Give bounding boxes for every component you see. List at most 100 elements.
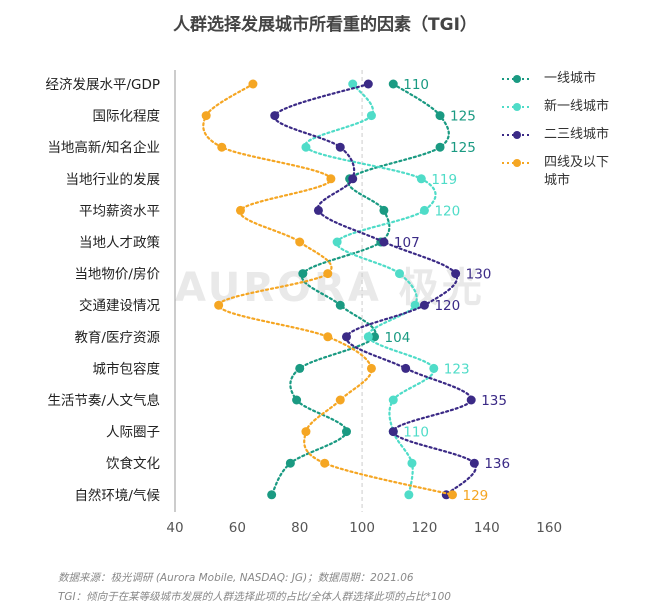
category-label: 当地行业的发展 (66, 172, 161, 188)
category-label: 当地高新/知名企业 (47, 139, 160, 156)
data-point-tier23 (363, 79, 373, 89)
category-label: 平均薪资水平 (79, 203, 160, 219)
category-label: 当地人才政策 (79, 234, 160, 251)
category-label: 生活节奏/人文气息 (47, 392, 160, 409)
value-label-newtier1: 120 (434, 203, 460, 219)
data-point-tier4 (295, 237, 305, 247)
data-point-newtier1 (301, 142, 311, 152)
data-point-tier1 (341, 427, 351, 437)
data-point-tier23 (466, 395, 476, 405)
x-tick-label: 140 (474, 520, 500, 536)
data-point-tier4 (235, 205, 245, 215)
data-point-newtier1 (429, 363, 439, 373)
data-point-tier4 (448, 490, 458, 500)
legend-item-tier1: 一线城市 (500, 70, 645, 110)
x-tick-label: 100 (349, 520, 375, 536)
data-point-tier4 (214, 300, 224, 310)
data-point-newtier1 (363, 332, 373, 342)
data-point-tier1 (435, 111, 445, 121)
value-label-newtier1: 123 (444, 361, 470, 377)
x-tick-label: 160 (536, 520, 562, 536)
data-point-tier1 (370, 332, 380, 342)
data-point-newtier1 (332, 237, 342, 247)
footer-note: TGI：倾向于在某等级城市发展的人群选择此项的占比/全体人群选择此项的占比*10… (58, 591, 451, 603)
data-point-tier4 (323, 332, 333, 342)
data-point-tier23 (451, 269, 461, 279)
data-point-tier23 (335, 142, 345, 152)
legend-swatch-tier1 (502, 75, 532, 83)
data-point-tier23 (379, 237, 389, 247)
data-point-newtier1 (407, 458, 417, 468)
value-label-newtier1: 110 (403, 425, 429, 441)
legend-swatch-tier4 (502, 159, 532, 167)
x-tick-label: 120 (412, 520, 438, 536)
data-point-tier4 (217, 142, 227, 152)
data-point-tier4 (248, 79, 258, 89)
legend-swatch-tier23 (502, 131, 532, 139)
data-point-newtier1 (419, 205, 429, 215)
data-point-tier23 (401, 363, 411, 373)
value-label-tier23: 130 (466, 267, 492, 283)
x-tick-label: 80 (291, 520, 308, 536)
data-point-tier1 (379, 205, 389, 215)
data-point-tier4 (201, 111, 211, 121)
legend-label-tier1: 一线城市 (544, 71, 597, 86)
data-point-tier4 (301, 427, 311, 437)
data-point-tier23 (419, 300, 429, 310)
data-point-tier1 (292, 395, 302, 405)
data-point-newtier1 (404, 490, 414, 500)
data-point-tier4 (335, 395, 345, 405)
data-point-tier1 (298, 269, 308, 279)
data-point-tier23 (341, 332, 351, 342)
data-point-newtier1 (394, 269, 404, 279)
footer-source: 数据来源：极光调研 (Aurora Mobile, NASDAQ: JG)；数据… (58, 572, 414, 584)
x-tick-label: 40 (166, 520, 183, 536)
data-point-tier4 (366, 363, 376, 373)
data-point-newtier1 (366, 111, 376, 121)
data-point-tier23 (270, 111, 280, 121)
data-point-tier23 (313, 205, 323, 215)
value-label-tier1: 104 (385, 330, 411, 346)
data-point-tier4 (323, 269, 333, 279)
data-point-newtier1 (388, 395, 398, 405)
category-label: 国际化程度 (93, 109, 161, 125)
legend-item-tier4: 四线及以下 城市 (500, 154, 645, 194)
category-label: 自然环境/气候 (74, 487, 160, 504)
data-point-tier1 (295, 363, 305, 373)
legend-label-newtier1: 新一线城市 (544, 99, 610, 114)
value-label-tier1: 125 (450, 140, 476, 156)
legend-swatch-newtier1 (502, 103, 532, 111)
data-point-tier1 (285, 458, 295, 468)
category-label: 饮食文化 (106, 455, 160, 472)
value-label-tier1: 125 (450, 109, 476, 125)
legend-item-newtier1: 新一线城市 (500, 98, 645, 138)
legend-item-tier23: 二三线城市 (500, 126, 645, 166)
value-label-tier23: 107 (394, 235, 420, 251)
value-label-tier4: 129 (463, 488, 489, 504)
x-tick-label: 60 (229, 520, 246, 536)
data-point-tier1 (435, 142, 445, 152)
legend-label-tier4: 四线及以下 城市 (544, 155, 610, 188)
category-label: 经济发展水平/GDP (45, 77, 160, 93)
value-label-tier1: 110 (403, 77, 429, 93)
value-label-tier23: 120 (434, 298, 460, 314)
category-label: 人际圈子 (106, 425, 160, 441)
data-point-tier23 (388, 427, 398, 437)
data-point-tier4 (326, 174, 336, 184)
data-point-tier1 (388, 79, 398, 89)
data-point-tier23 (348, 174, 358, 184)
data-point-tier23 (469, 458, 479, 468)
category-label: 交通建设情况 (79, 297, 160, 314)
data-point-tier1 (335, 300, 345, 310)
legend-label-tier23: 二三线城市 (544, 127, 610, 142)
value-label-tier23: 136 (484, 456, 510, 472)
data-point-tier4 (320, 458, 330, 468)
category-label: 教育/医疗资源 (74, 330, 160, 346)
category-label: 当地物价/房价 (74, 267, 160, 283)
chart-title: 人群选择发展城市所看重的因素（TGI） (173, 15, 477, 35)
value-label-newtier1: 119 (431, 172, 457, 188)
data-point-tier1 (267, 490, 277, 500)
category-label: 城市包容度 (93, 360, 161, 377)
value-label-tier23: 135 (481, 393, 507, 409)
